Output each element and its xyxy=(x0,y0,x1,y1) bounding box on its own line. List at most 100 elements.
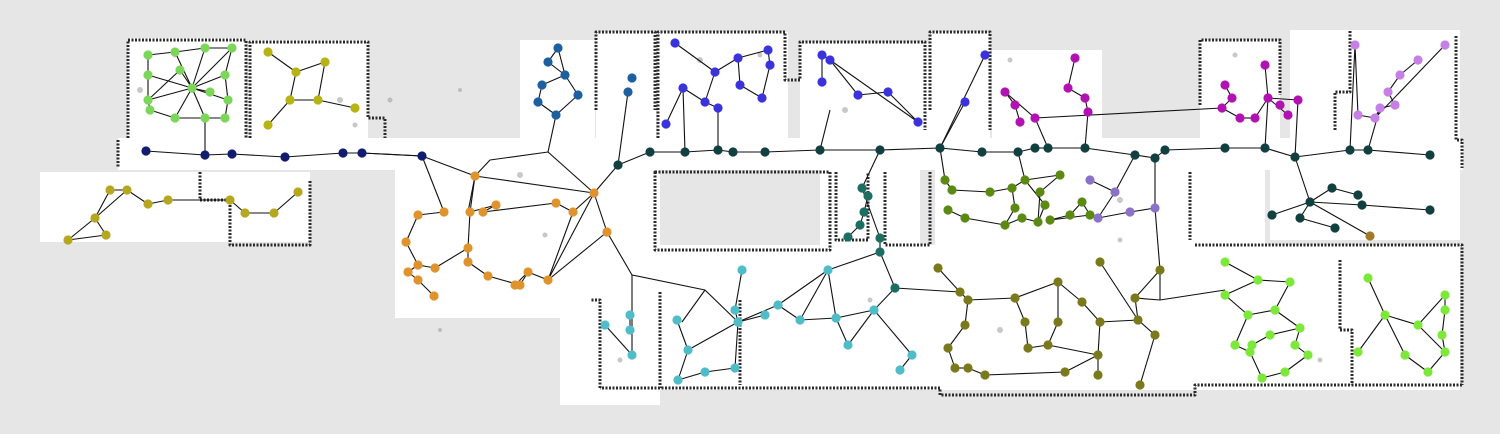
graph-edge-cyan-south xyxy=(827,269,837,319)
graph-edge-violet-center xyxy=(1097,191,1116,219)
graph-edge-olive-nw xyxy=(289,71,297,101)
graph-edge-cyan-south xyxy=(676,319,689,351)
graph-edge-green-center xyxy=(1037,191,1041,223)
graph-node-magenta-north xyxy=(1227,93,1237,103)
graph-node-navy-corridor xyxy=(227,149,237,159)
graph-node-magenta-north xyxy=(1010,100,1020,110)
graph-node-green-center xyxy=(1020,175,1030,185)
graph-edge-green-center xyxy=(1024,179,1046,206)
graph-node-dark-teal-corridor xyxy=(977,147,987,157)
graph-edge-bright-green-se xyxy=(1224,294,1249,316)
graph-edge-dark-teal-corridor xyxy=(1084,147,1136,156)
graph-edge-gold-west xyxy=(94,189,111,219)
graph-edge-cyan-south xyxy=(677,371,706,381)
graph-node-bright-green-se xyxy=(1220,290,1230,300)
graph-node-bright-green-se xyxy=(1423,367,1433,377)
graph-edge-magenta-north xyxy=(1267,97,1299,101)
graph-edge-bright-green-se xyxy=(1384,314,1406,356)
graph-node-dark-teal-corridor xyxy=(935,143,945,153)
graph-node-olive-south xyxy=(943,343,953,353)
graph-node-green-center xyxy=(1035,187,1045,197)
graph-node-cyan-south xyxy=(600,320,610,330)
graph-edge-link xyxy=(737,314,766,323)
graph-edge-lime-nw xyxy=(224,47,233,76)
graph-node-olive-south xyxy=(933,263,943,273)
graph-node-olive-south xyxy=(1060,367,1070,377)
graph-edge-olive-nw xyxy=(317,99,356,109)
graph-node-green-center xyxy=(1055,170,1065,180)
graph-edge-link xyxy=(819,109,831,151)
graph-edge-gold-west xyxy=(67,217,96,241)
graph-node-lavender-ne xyxy=(1390,100,1400,110)
graph-edge-olive-south xyxy=(1099,319,1139,323)
graph-node-violet-center xyxy=(1093,213,1103,223)
graph-node-gold-west xyxy=(240,208,250,218)
graph-node-cyan-south xyxy=(683,345,693,355)
graph-node-dark-teal-east xyxy=(1305,197,1315,207)
graph-edge-link xyxy=(1294,99,1299,158)
graph-node-orange-west xyxy=(413,275,423,285)
graph-node-navy-corridor xyxy=(357,148,367,158)
graph-node-orange-west xyxy=(551,198,561,208)
graph-node-blue-north xyxy=(817,50,827,60)
graph-node-green-center xyxy=(1077,197,1087,207)
graph-node-blue-north xyxy=(700,97,710,107)
graph-node-olive-south xyxy=(950,363,960,373)
graph-edge-cyan-south xyxy=(777,269,829,306)
graph-edge-dark-teal-corridor xyxy=(617,151,651,166)
graph-node-cyan-south xyxy=(627,350,637,360)
graph-node-violet-center xyxy=(1125,207,1135,217)
graph-node-bright-green-se xyxy=(1245,347,1255,357)
graph-node-gold-west xyxy=(269,208,279,218)
graph-edge-olive-nw xyxy=(317,61,326,101)
graph-edge-cyan-south xyxy=(687,321,739,351)
graph-node-cyan-south xyxy=(672,315,682,325)
graph-node-orange-west xyxy=(478,207,488,217)
graph-edge-link xyxy=(682,87,686,153)
graph-node-steel-blue-north xyxy=(623,87,633,97)
graph-node-blue-north xyxy=(735,80,745,90)
graph-node-bright-green-se xyxy=(1295,323,1305,333)
graph-edge-olive-south xyxy=(937,267,961,293)
graph-edge-steel-blue-north xyxy=(555,94,579,116)
graph-edge-link xyxy=(681,289,706,323)
graph-node-violet-center xyxy=(1110,187,1120,197)
graph-edge-link xyxy=(939,147,946,181)
graph-node-dark-teal-east xyxy=(1327,183,1337,193)
graph-edge-navy-corridor xyxy=(231,153,286,158)
graph-edge-bright-green-se xyxy=(1367,277,1386,316)
graph-node-navy-corridor xyxy=(141,146,151,156)
graph-node-magenta-north xyxy=(1260,60,1270,70)
graph-node-teal-south xyxy=(863,191,873,201)
graph-node-cyan-south xyxy=(831,313,841,323)
graph-node-lime-nw xyxy=(200,113,210,123)
graph-edge-link xyxy=(572,192,595,213)
graph-node-cyan-south xyxy=(773,300,783,310)
graph-edge-olive-south xyxy=(1057,281,1083,303)
graph-node-olive-nw xyxy=(320,57,330,67)
graph-node-dark-teal-east xyxy=(1267,210,1277,220)
graph-node-orange-west xyxy=(403,267,413,277)
graph-edge-navy-corridor xyxy=(145,150,206,156)
graph-node-steel-blue-north xyxy=(627,73,637,83)
graph-node-bright-green-se xyxy=(1440,305,1450,315)
graph-node-dark-teal-east xyxy=(1357,200,1367,210)
graph-node-green-center xyxy=(943,205,953,215)
graph-node-olive-south xyxy=(960,320,970,330)
graph-edge-orange-west xyxy=(474,175,595,194)
graph-node-steel-blue-north xyxy=(553,43,563,53)
graph-node-olive-south xyxy=(1077,297,1087,307)
graph-edge-dark-teal-corridor xyxy=(1264,147,1296,158)
graph-edge-olive-south xyxy=(984,371,1066,376)
graph-node-dark-teal-corridor xyxy=(1130,150,1140,160)
graph-node-cyan-south xyxy=(625,325,635,335)
graph-node-gold-west xyxy=(293,187,303,197)
graph-edge-dark-teal-east xyxy=(1271,201,1311,216)
graph-node-cyan-south xyxy=(625,310,635,320)
graph-node-orange-west xyxy=(413,210,423,220)
graph-edge-olive-south xyxy=(1047,344,1099,356)
graph-edge-teal-south xyxy=(879,251,896,289)
graph-edge-bright-green-se xyxy=(1257,279,1291,283)
graph-node-green-center xyxy=(1033,217,1043,227)
graph-node-green-center xyxy=(1000,220,1010,230)
